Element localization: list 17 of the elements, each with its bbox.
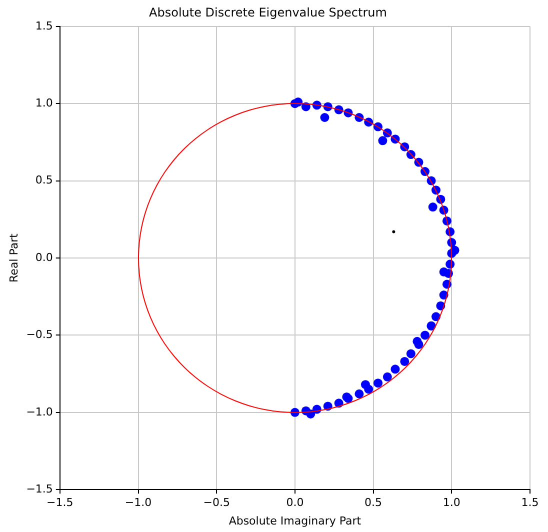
y-tick-label: −1.5 <box>26 482 53 496</box>
x-tick-label: 0.5 <box>364 496 382 510</box>
x-tick-label: 0.0 <box>286 496 304 510</box>
y-axis-title: Real Part <box>7 232 20 282</box>
x-tick-label: 1.0 <box>442 496 460 510</box>
x-tick-label: −1.0 <box>124 496 152 510</box>
x-tick-label: −0.5 <box>203 496 230 510</box>
x-axis-title: Absolute Imaginary Part <box>228 514 362 528</box>
y-tick-label: −1.0 <box>26 405 53 418</box>
chart-title: Absolute Discrete Eigenvalue Spectrum <box>149 5 387 20</box>
y-tick-label: 0.0 <box>35 250 53 264</box>
y-tick-label: 1.5 <box>35 19 53 32</box>
y-tick-label: 1.0 <box>35 96 53 110</box>
x-tick-label: 1.5 <box>521 496 539 510</box>
y-tick-label: 0.5 <box>35 174 53 187</box>
y-tick-label: −0.5 <box>26 328 53 342</box>
x-tick-label: −1.5 <box>46 496 74 510</box>
